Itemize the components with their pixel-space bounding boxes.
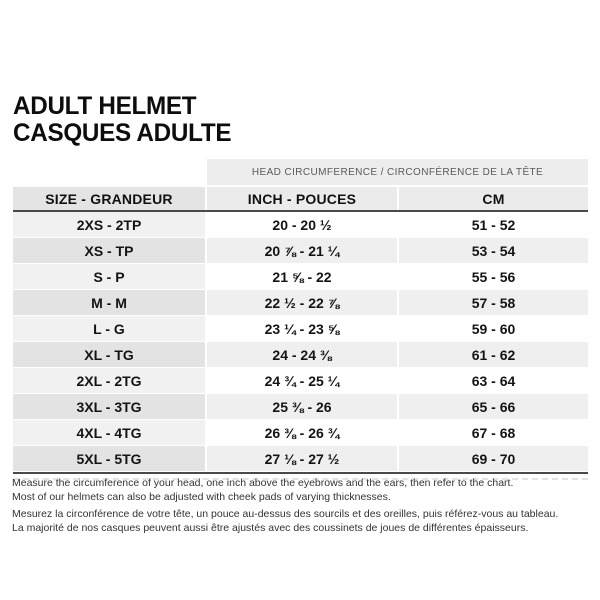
span-header-label: HEAD CIRCUMFERENCE / CIRCONFÉRENCE DE LA… bbox=[251, 166, 544, 178]
page-title-fr: CASQUES ADULTE bbox=[13, 119, 232, 147]
column-header-size: SIZE - GRANDEUR bbox=[13, 187, 205, 210]
size-cell: 5XL - 5TG bbox=[13, 446, 205, 471]
cm-cell: 69 - 70 bbox=[399, 446, 588, 471]
inch-cell: 24 ¾ - 25 ¼ bbox=[207, 368, 397, 393]
inch-cell: 24 - 24 ⅜ bbox=[207, 342, 397, 367]
cm-cell: 57 - 58 bbox=[399, 290, 588, 315]
inch-cell: 20 ⅞ - 21 ¼ bbox=[207, 238, 397, 263]
cm-cell: 61 - 62 bbox=[399, 342, 588, 367]
footer-note-french: Mesurez la circonférence de votre tête, … bbox=[12, 508, 592, 535]
size-cell: 4XL - 4TG bbox=[13, 420, 205, 445]
table-row-2xl: 2XL - 2TG 24 ¾ - 25 ¼ 63 - 64 bbox=[13, 368, 588, 394]
inch-cell: 21 ⅝ - 22 bbox=[207, 264, 397, 289]
cm-cell: 63 - 64 bbox=[399, 368, 588, 393]
cm-cell: 67 - 68 bbox=[399, 420, 588, 445]
inch-cell: 25 ⅜ - 26 bbox=[207, 394, 397, 419]
table-row-3xl: 3XL - 3TG 25 ⅜ - 26 65 - 66 bbox=[13, 394, 588, 420]
size-cell: L - G bbox=[13, 316, 205, 341]
column-header-cm: CM bbox=[399, 187, 588, 210]
table-row-5xl: 5XL - 5TG 27 ⅛ - 27 ½ 69 - 70 bbox=[13, 446, 588, 472]
cm-cell: 53 - 54 bbox=[399, 238, 588, 263]
inch-cell: 27 ⅛ - 27 ½ bbox=[207, 446, 397, 471]
inch-cell: 23 ¼ - 23 ⅝ bbox=[207, 316, 397, 341]
table-bottom-border bbox=[13, 472, 588, 474]
column-header-inch: INCH - POUCES bbox=[207, 187, 397, 210]
table-row-4xl: 4XL - 4TG 26 ⅜ - 26 ¾ 67 - 68 bbox=[13, 420, 588, 446]
size-cell: XL - TG bbox=[13, 342, 205, 367]
size-cell: M - M bbox=[13, 290, 205, 315]
table-row-xs: XS - TP 20 ⅞ - 21 ¼ 53 - 54 bbox=[13, 238, 588, 264]
table-row-xl: XL - TG 24 - 24 ⅜ 61 - 62 bbox=[13, 342, 588, 368]
cm-cell: 59 - 60 bbox=[399, 316, 588, 341]
page-title-en: ADULT HELMET bbox=[13, 92, 197, 120]
size-cell: 2XL - 2TG bbox=[13, 368, 205, 393]
cm-cell: 65 - 66 bbox=[399, 394, 588, 419]
footer-fr-line2: La majorité de nos casques peuvent aussi… bbox=[12, 521, 529, 534]
page-title: ADULT HELMET CASQUES ADULTE bbox=[13, 92, 232, 147]
table-row-s: S - P 21 ⅝ - 22 55 - 56 bbox=[13, 264, 588, 290]
footer-note-english: Measure the circumference of your head, … bbox=[12, 477, 592, 504]
inch-cell: 22 ½ - 22 ⅞ bbox=[207, 290, 397, 315]
table-row-m: M - M 22 ½ - 22 ⅞ 57 - 58 bbox=[13, 290, 588, 316]
size-cell: XS - TP bbox=[13, 238, 205, 263]
dashed-divider bbox=[13, 478, 588, 480]
span-header-head-circumference: HEAD CIRCUMFERENCE / CIRCONFÉRENCE DE LA… bbox=[207, 159, 588, 185]
inch-cell: 20 - 20 ½ bbox=[207, 212, 397, 237]
table-row-l: L - G 23 ¼ - 23 ⅝ 59 - 60 bbox=[13, 316, 588, 342]
size-cell: 3XL - 3TG bbox=[13, 394, 205, 419]
size-chart-table: HEAD CIRCUMFERENCE / CIRCONFÉRENCE DE LA… bbox=[13, 159, 588, 480]
inch-cell: 26 ⅜ - 26 ¾ bbox=[207, 420, 397, 445]
size-cell: 2XS - 2TP bbox=[13, 212, 205, 237]
cm-cell: 51 - 52 bbox=[399, 212, 588, 237]
footer-fr-line1: Mesurez la circonférence de votre tête, … bbox=[12, 508, 559, 520]
footer-en-line2: Most of our helmets can also be adjusted… bbox=[12, 490, 391, 503]
header-bottom-border bbox=[13, 210, 588, 212]
table-row-2xs: 2XS - 2TP 20 - 20 ½ 51 - 52 bbox=[13, 212, 588, 238]
column-header-row: SIZE - GRANDEUR INCH - POUCES CM bbox=[13, 187, 588, 210]
header-gap bbox=[13, 185, 588, 187]
table-body: 2XS - 2TP 20 - 20 ½ 51 - 52 XS - TP 20 ⅞… bbox=[13, 212, 588, 472]
size-cell: S - P bbox=[13, 264, 205, 289]
footer-en-line1: Measure the circumference of your head, … bbox=[12, 477, 514, 489]
cm-cell: 55 - 56 bbox=[399, 264, 588, 289]
